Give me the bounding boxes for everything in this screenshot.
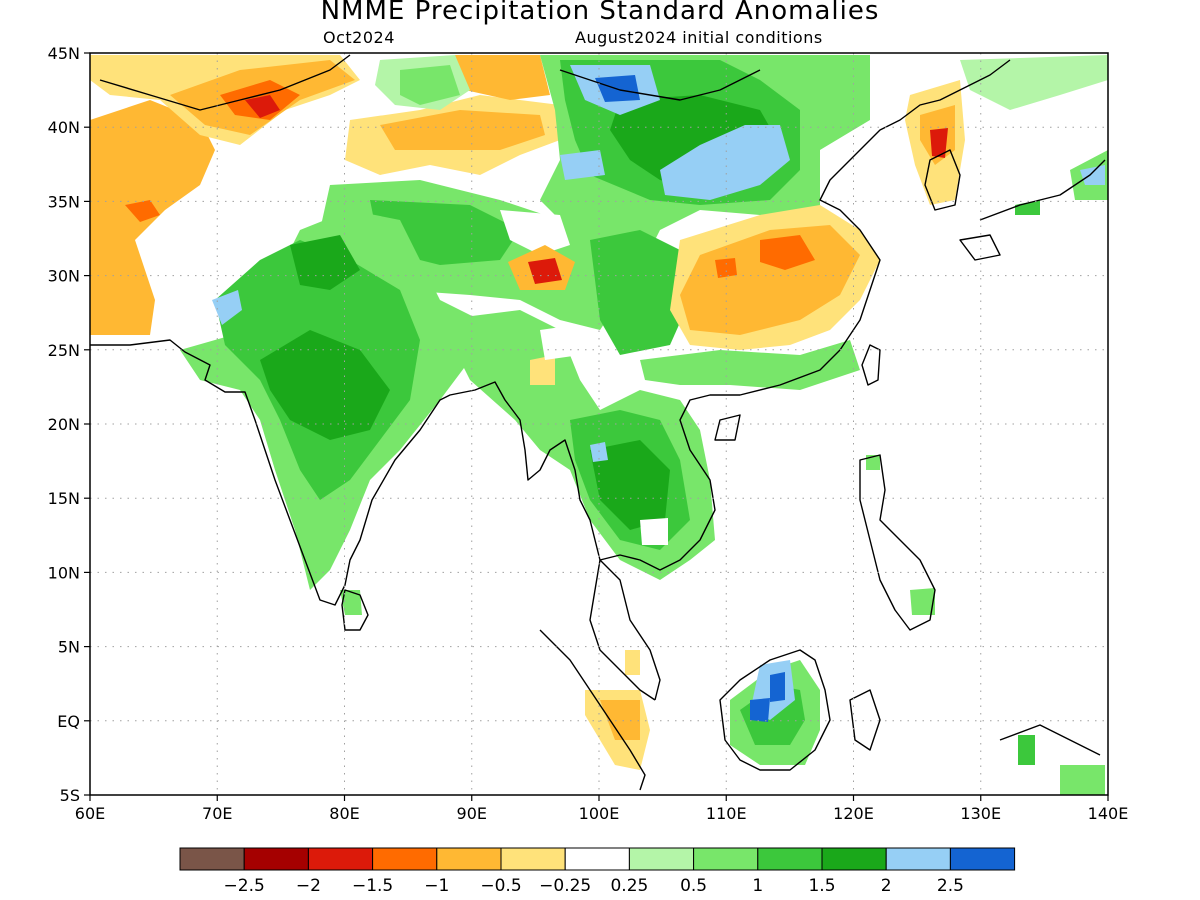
lon-tick-label: 110E (706, 804, 747, 823)
lat-tick-label: 20N (48, 415, 80, 434)
lon-tick-label: 90E (457, 804, 487, 823)
valid-period-label: Oct2024 (323, 28, 395, 47)
coastlines (90, 54, 1106, 791)
colorbar-swatch (949, 847, 1016, 871)
colorbar-label: 2.5 (937, 876, 964, 896)
colorbar-label: −2 (296, 876, 321, 896)
colorbar-swatch (307, 847, 374, 871)
longitude-axis: 60E 70E 80E 90E 100E 110E 120E 130E 140E (75, 795, 1129, 823)
latitude-axis: 45N 40N 35N 30N 25N 20N 15N 10N 5N EQ 5S (48, 44, 90, 805)
colorbar-label: 1.5 (808, 876, 835, 896)
lon-tick-label: 70E (202, 804, 232, 823)
colorbar-label: −0.25 (539, 876, 591, 896)
colorbar-swatch (628, 847, 695, 871)
colorbar-swatch (757, 847, 823, 871)
colorbar-swatch (436, 847, 502, 871)
map-title: NMME Precipitation Standard Anomalies (320, 0, 880, 26)
init-conditions-label: August2024 initial conditions (575, 28, 823, 47)
colorbar-label: −1 (424, 876, 449, 896)
lon-tick-label: 60E (75, 804, 105, 823)
anomaly-shading (90, 55, 1108, 795)
colorbar-label: −1.5 (352, 876, 393, 896)
colorbar-label: 2 (881, 876, 892, 896)
colorbar-swatch (179, 847, 245, 871)
lat-tick-label: 5S (60, 786, 80, 805)
lat-tick-label: 10N (48, 563, 80, 582)
lon-tick-label: 100E (579, 804, 620, 823)
colorbar-swatch (243, 847, 309, 871)
colorbar-label: 0.25 (610, 876, 648, 896)
colorbar-swatch (500, 847, 566, 871)
colorbar-swatch (885, 847, 951, 871)
colorbar-label: 0.5 (680, 876, 707, 896)
lat-tick-label: EQ (57, 712, 80, 731)
lat-tick-label: 15N (48, 489, 80, 508)
lat-tick-label: 30N (48, 267, 80, 286)
lon-tick-label: 130E (960, 804, 1001, 823)
lat-tick-label: 25N (48, 341, 80, 360)
lat-tick-label: 35N (48, 192, 80, 211)
lon-tick-label: 140E (1088, 804, 1129, 823)
colorbar-swatch (564, 847, 630, 871)
lat-tick-label: 45N (48, 44, 80, 63)
lon-tick-label: 80E (329, 804, 359, 823)
lon-tick-label: 120E (833, 804, 874, 823)
colorbar-label: 1 (752, 876, 763, 896)
lat-tick-label: 5N (58, 638, 80, 657)
colorbar-swatch (693, 847, 759, 871)
colorbar-label: −2.5 (224, 876, 265, 896)
colorbar-swatch (821, 847, 887, 871)
colorbar-label: −0.5 (480, 876, 521, 896)
colorbar-legend: −2.5 −2 −1.5 −1 −0.5 −0.25 0.25 0.5 1 1.5 2 2.5 (179, 847, 1016, 896)
lat-tick-label: 40N (48, 118, 80, 137)
colorbar-swatch (372, 847, 438, 871)
graticule (90, 53, 1108, 795)
